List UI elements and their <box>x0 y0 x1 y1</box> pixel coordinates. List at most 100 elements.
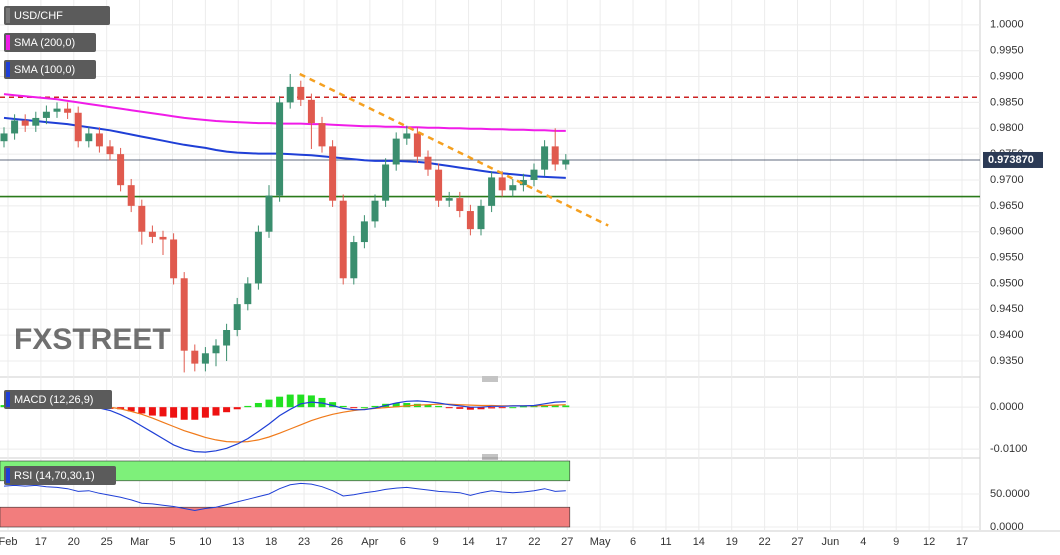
y-tick-label: -0.0100 <box>990 443 1027 455</box>
histogram-bar <box>371 405 379 408</box>
histogram-bar <box>445 407 453 409</box>
candle-body <box>11 120 19 134</box>
candle-body <box>32 117 40 126</box>
candle-body <box>498 177 506 191</box>
last-price-box <box>983 151 1043 168</box>
candle-body <box>233 304 241 330</box>
histogram-bar <box>541 405 549 408</box>
candle-body <box>403 133 411 139</box>
symbol-label: USD/CHF <box>14 10 63 22</box>
candle-body <box>382 164 390 201</box>
histogram-bar <box>424 404 432 408</box>
x-tick-label: Mar <box>130 536 149 548</box>
histogram-bar <box>329 402 337 408</box>
candle-body <box>360 221 368 243</box>
y-tick-label: 0.9800 <box>990 122 1024 134</box>
y-tick-label: 0.9500 <box>990 277 1024 289</box>
histogram-bar <box>551 405 559 408</box>
candle-body <box>456 198 464 212</box>
histogram-bar <box>297 394 305 408</box>
legend-entry-box <box>4 60 96 79</box>
x-tick-label: 6 <box>630 536 636 548</box>
x-tick-label: 14 <box>693 536 705 548</box>
x-tick-label: 26 <box>331 536 343 548</box>
histogram-bar <box>180 407 188 420</box>
resize-handle[interactable] <box>482 376 498 460</box>
histogram-bar <box>488 407 496 409</box>
histogram-bar <box>212 407 220 416</box>
y-tick-label: 0.9850 <box>990 96 1024 108</box>
histogram-bar <box>223 407 231 413</box>
histogram-bar <box>498 407 506 409</box>
histogram-bar <box>254 402 262 408</box>
candle-body <box>159 236 167 240</box>
x-tick-label: 22 <box>528 536 540 548</box>
histogram-bar <box>170 407 178 418</box>
candle-body <box>509 185 517 191</box>
candle-body <box>64 108 72 113</box>
candle-body <box>0 133 8 142</box>
indicator-label-box <box>4 466 116 485</box>
histogram-bar <box>307 395 315 408</box>
y-tick-label: 50.0000 <box>990 488 1030 500</box>
x-tick-label: 27 <box>561 536 573 548</box>
legend-entry: SMA (100,0) <box>14 64 75 76</box>
candle-body <box>117 154 125 186</box>
histogram-bar <box>403 402 411 408</box>
x-tick-label: Feb <box>0 536 17 548</box>
x-tick-label: 12 <box>923 536 935 548</box>
candle-body <box>318 123 326 147</box>
legend-entry: SMA (200,0) <box>14 37 75 49</box>
indicator-label: RSI (14,70,30,1) <box>14 470 95 482</box>
candle-body <box>148 231 156 237</box>
candle-body <box>297 86 305 100</box>
last-price-label: 0.973870 <box>988 154 1034 166</box>
y-tick-label: 0.9900 <box>990 70 1024 82</box>
histogram-bar <box>233 407 241 410</box>
candle-body <box>254 231 262 284</box>
histogram-bar <box>148 407 156 416</box>
histogram-bar <box>466 407 474 410</box>
legend-entry-swatch <box>6 62 10 77</box>
candle-body <box>201 353 209 364</box>
histogram-bar <box>159 407 167 417</box>
x-tick-label: 6 <box>400 536 406 548</box>
candle-body <box>244 283 252 305</box>
x-tick-label: 17 <box>35 536 47 548</box>
candle-body <box>435 169 443 201</box>
x-tick-label: 9 <box>433 536 439 548</box>
x-tick-label: 10 <box>199 536 211 548</box>
candle-body <box>488 177 496 206</box>
histogram-bar <box>244 405 252 408</box>
candle-body <box>445 198 453 201</box>
y-tick-label: 0.9350 <box>990 355 1024 367</box>
x-tick-label: 19 <box>726 536 738 548</box>
candle-body <box>191 350 199 364</box>
trendline <box>299 72 609 227</box>
histogram-bar <box>509 407 517 409</box>
candle-body <box>413 133 421 157</box>
candle-body <box>53 108 61 112</box>
candle-body <box>21 120 29 126</box>
candle-body <box>85 133 93 142</box>
histogram-bar <box>562 405 570 408</box>
candle-body <box>477 205 485 230</box>
x-tick-label: Jun <box>822 536 840 548</box>
candle-body <box>541 146 549 170</box>
symbol-label-swatch <box>6 8 10 23</box>
sma-line <box>3 116 566 179</box>
histogram-bar <box>360 407 368 409</box>
histogram-bar <box>276 396 284 408</box>
histogram-bar <box>286 394 294 408</box>
x-tick-label: 22 <box>758 536 770 548</box>
x-tick-label: Apr <box>361 536 378 548</box>
candle-body <box>371 200 379 222</box>
x-tick-label: 4 <box>860 536 866 548</box>
x-tick-label: May <box>590 536 611 548</box>
candle-body <box>276 102 284 196</box>
x-tick-label: 13 <box>232 536 244 548</box>
y-tick-label: 0.9550 <box>990 251 1024 263</box>
y-tick-label: 0.9600 <box>990 226 1024 238</box>
candle-body <box>212 345 220 354</box>
